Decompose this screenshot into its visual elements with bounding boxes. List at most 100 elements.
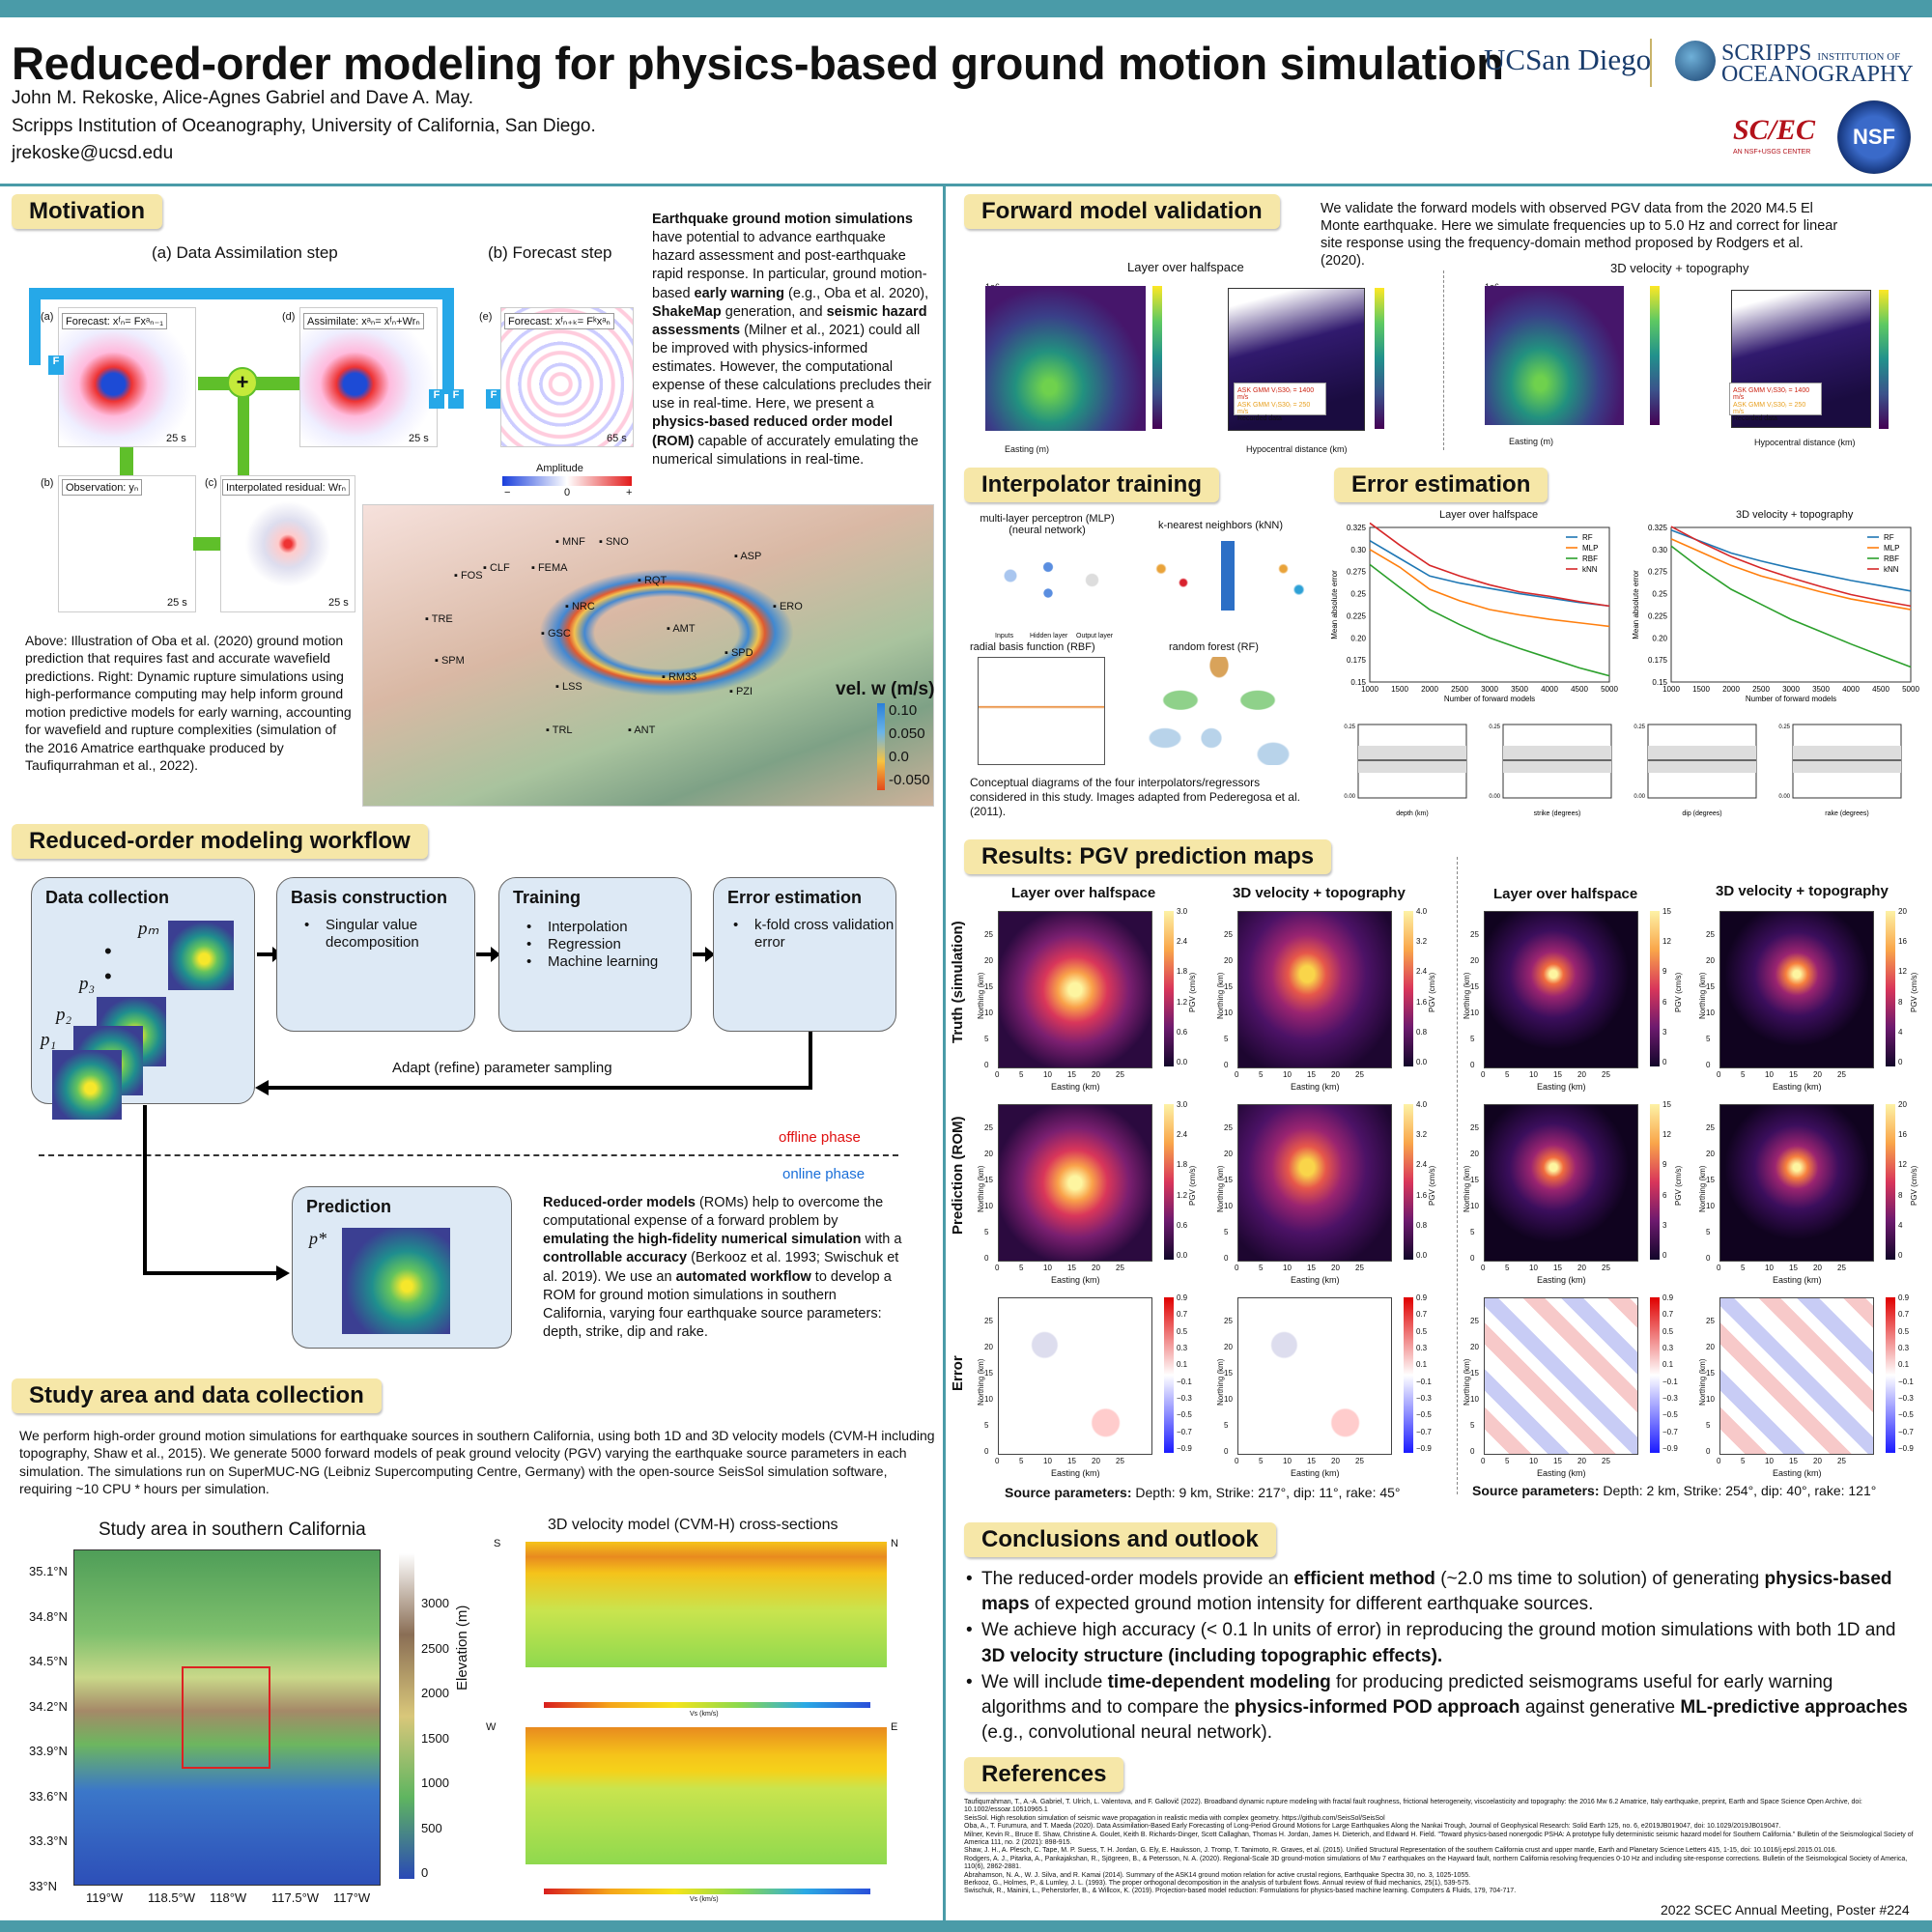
error-box: Error estimation k-fold cross validation … [713, 877, 896, 1032]
x-tick: 15 [1067, 1070, 1076, 1079]
arrow-2 [476, 952, 494, 956]
elevation-tick: 2000 [421, 1686, 449, 1700]
time-c: 25 s [328, 597, 349, 609]
y-tick: 15 [1706, 1176, 1715, 1184]
x-tick: 10 [1043, 1264, 1052, 1272]
y-tick: 5 [1224, 1228, 1229, 1236]
y-tick: 0.15 [1350, 678, 1366, 687]
scripps-globe-icon [1675, 41, 1716, 81]
y-tick: 20 [1470, 956, 1479, 965]
x-tick: 20 [1092, 1264, 1100, 1272]
predict-head [276, 1265, 290, 1281]
y-tick: 25 [1470, 1123, 1479, 1132]
wavefield-overlay [522, 560, 811, 705]
source-params-2: Source parameters: Depth: 2 km, Strike: … [1472, 1483, 1877, 1498]
y-tick: 20 [1706, 1150, 1715, 1158]
mlp-label: multi-layer perceptron (MLP) (neural net… [980, 513, 1115, 536]
conclusions-heading: Conclusions and outlook [964, 1522, 1276, 1557]
residual-panel [220, 475, 355, 612]
x-tick: 15 [1789, 1264, 1798, 1272]
series-line-kNN [1369, 522, 1610, 608]
station-label: ▪ SNO [599, 536, 629, 548]
vs-label-2: Vs (km/s) [690, 1896, 719, 1903]
y-tick: 0.275 [1648, 568, 1668, 577]
fwd-lh-title: Layer over halfspace [1127, 260, 1244, 274]
motivation-text: Earthquake ground motion simulations hav… [652, 212, 932, 468]
f-arrow-2: F [448, 389, 464, 409]
colorbar-tick: 3 [1662, 1027, 1667, 1037]
colorbar-tick: 0.9 [1416, 1293, 1428, 1302]
colorbar-tick: 16 [1898, 937, 1907, 947]
y-tick: 0.275 [1347, 568, 1367, 577]
x-tick: 20 [1577, 1264, 1586, 1272]
workflow-heading: Reduced-order modeling workflow [12, 824, 428, 859]
x-tick: 15 [1307, 1457, 1316, 1465]
y-tick: 20 [1224, 1150, 1233, 1158]
loop-right [442, 288, 454, 394]
subplot-band [1358, 746, 1466, 773]
mlp-output: Output layer [1076, 633, 1114, 639]
basis-title: Basis construction [291, 888, 448, 907]
forecast-eq: Forecast: xᶠₙ= Fxᵃₙ₋₁ [62, 313, 167, 329]
x-axis-label: Number of forward models [1746, 695, 1836, 703]
res-lh-2: Layer over halfspace [1493, 886, 1638, 902]
x-tick: 1000 [1662, 685, 1680, 694]
study-region-box [182, 1666, 270, 1769]
legend-label: RF [1884, 533, 1894, 542]
fwd-easting-1: Easting (m) [1005, 444, 1050, 454]
x-tick: 3500 [1812, 685, 1830, 694]
colorbar-tick: 3.2 [1416, 1130, 1428, 1140]
y-tick: 0.20 [1652, 634, 1667, 642]
pred-label: Prediction (ROM) [950, 1116, 966, 1236]
x-tick: 5 [1741, 1264, 1746, 1272]
x-tick: 15 [1307, 1070, 1316, 1079]
subplot-y-tick: 0.00 [1634, 794, 1645, 800]
x-tick: 20 [1331, 1070, 1340, 1079]
p2-label: p₂ [56, 1005, 72, 1025]
source-params-1: Source parameters: Depth: 9 km, Strike: … [1005, 1485, 1401, 1500]
vel-tick: 0.0 [889, 749, 909, 765]
x-tick: 20 [1577, 1070, 1586, 1079]
y-axis-label: Mean absolute error [1330, 570, 1339, 639]
easting-label: Easting (km) [1051, 1468, 1100, 1478]
pgv-map [998, 911, 1152, 1068]
f-arrow-0: F [48, 355, 64, 375]
x-tick: 25 [1116, 1070, 1124, 1079]
y-tick: 0.25 [1350, 590, 1366, 599]
y-tick: 25 [1224, 1123, 1233, 1132]
y-axis-label: Mean absolute error [1632, 570, 1640, 639]
colorbar-label: PGV (cm/s) [1188, 1165, 1197, 1206]
rbf-plot [978, 657, 1105, 765]
error-map [1484, 1297, 1638, 1455]
lon-tick: 119°W [86, 1890, 124, 1905]
references-list: Taufiqurrahman, T., A.-A. Gabriel, T. Ul… [964, 1799, 1920, 1896]
x-tick: 2500 [1451, 685, 1468, 694]
y-tick: 0 [984, 1447, 989, 1456]
forward-text: We validate the forward models with obse… [1321, 201, 1838, 270]
colorbar-tick: 8 [1898, 997, 1903, 1007]
vs-colorbar-1 [544, 1702, 870, 1708]
x-tick: 5000 [1601, 685, 1618, 694]
colorbar-tick: 9 [1662, 1160, 1667, 1170]
x-tick: 20 [1577, 1457, 1586, 1465]
mlp-diagram [985, 541, 1111, 628]
easting-label: Easting (km) [1773, 1468, 1822, 1478]
colorbar-tick: 12 [1662, 937, 1671, 947]
authors: John M. Rekoske, Alice-Agnes Gabriel and… [12, 88, 474, 108]
elevation-tick: 1500 [421, 1730, 449, 1746]
colorbar-tick: 0.7 [1898, 1310, 1910, 1320]
x-tick: 25 [1355, 1070, 1364, 1079]
colorbar-tick: 0.7 [1662, 1310, 1674, 1320]
y-tick: 10 [984, 1009, 993, 1017]
colorbar-label: PGV (cm/s) [1188, 972, 1197, 1012]
residual-eq: Interpolated residual: Wrₙ [222, 479, 351, 496]
y-tick: 5 [984, 1421, 989, 1430]
motivation-caption: Above: Illustration of Oba et al. (2020)… [25, 633, 352, 774]
series-line-RF [1369, 540, 1610, 608]
x-tick: 1500 [1391, 685, 1408, 694]
y-tick: 10 [1224, 1009, 1233, 1017]
station-label: ▪ RM33 [662, 671, 697, 683]
time-d: 25 s [409, 433, 429, 444]
y-tick: 0.175 [1648, 656, 1668, 665]
colorbar-tick: 0.9 [1177, 1293, 1188, 1302]
